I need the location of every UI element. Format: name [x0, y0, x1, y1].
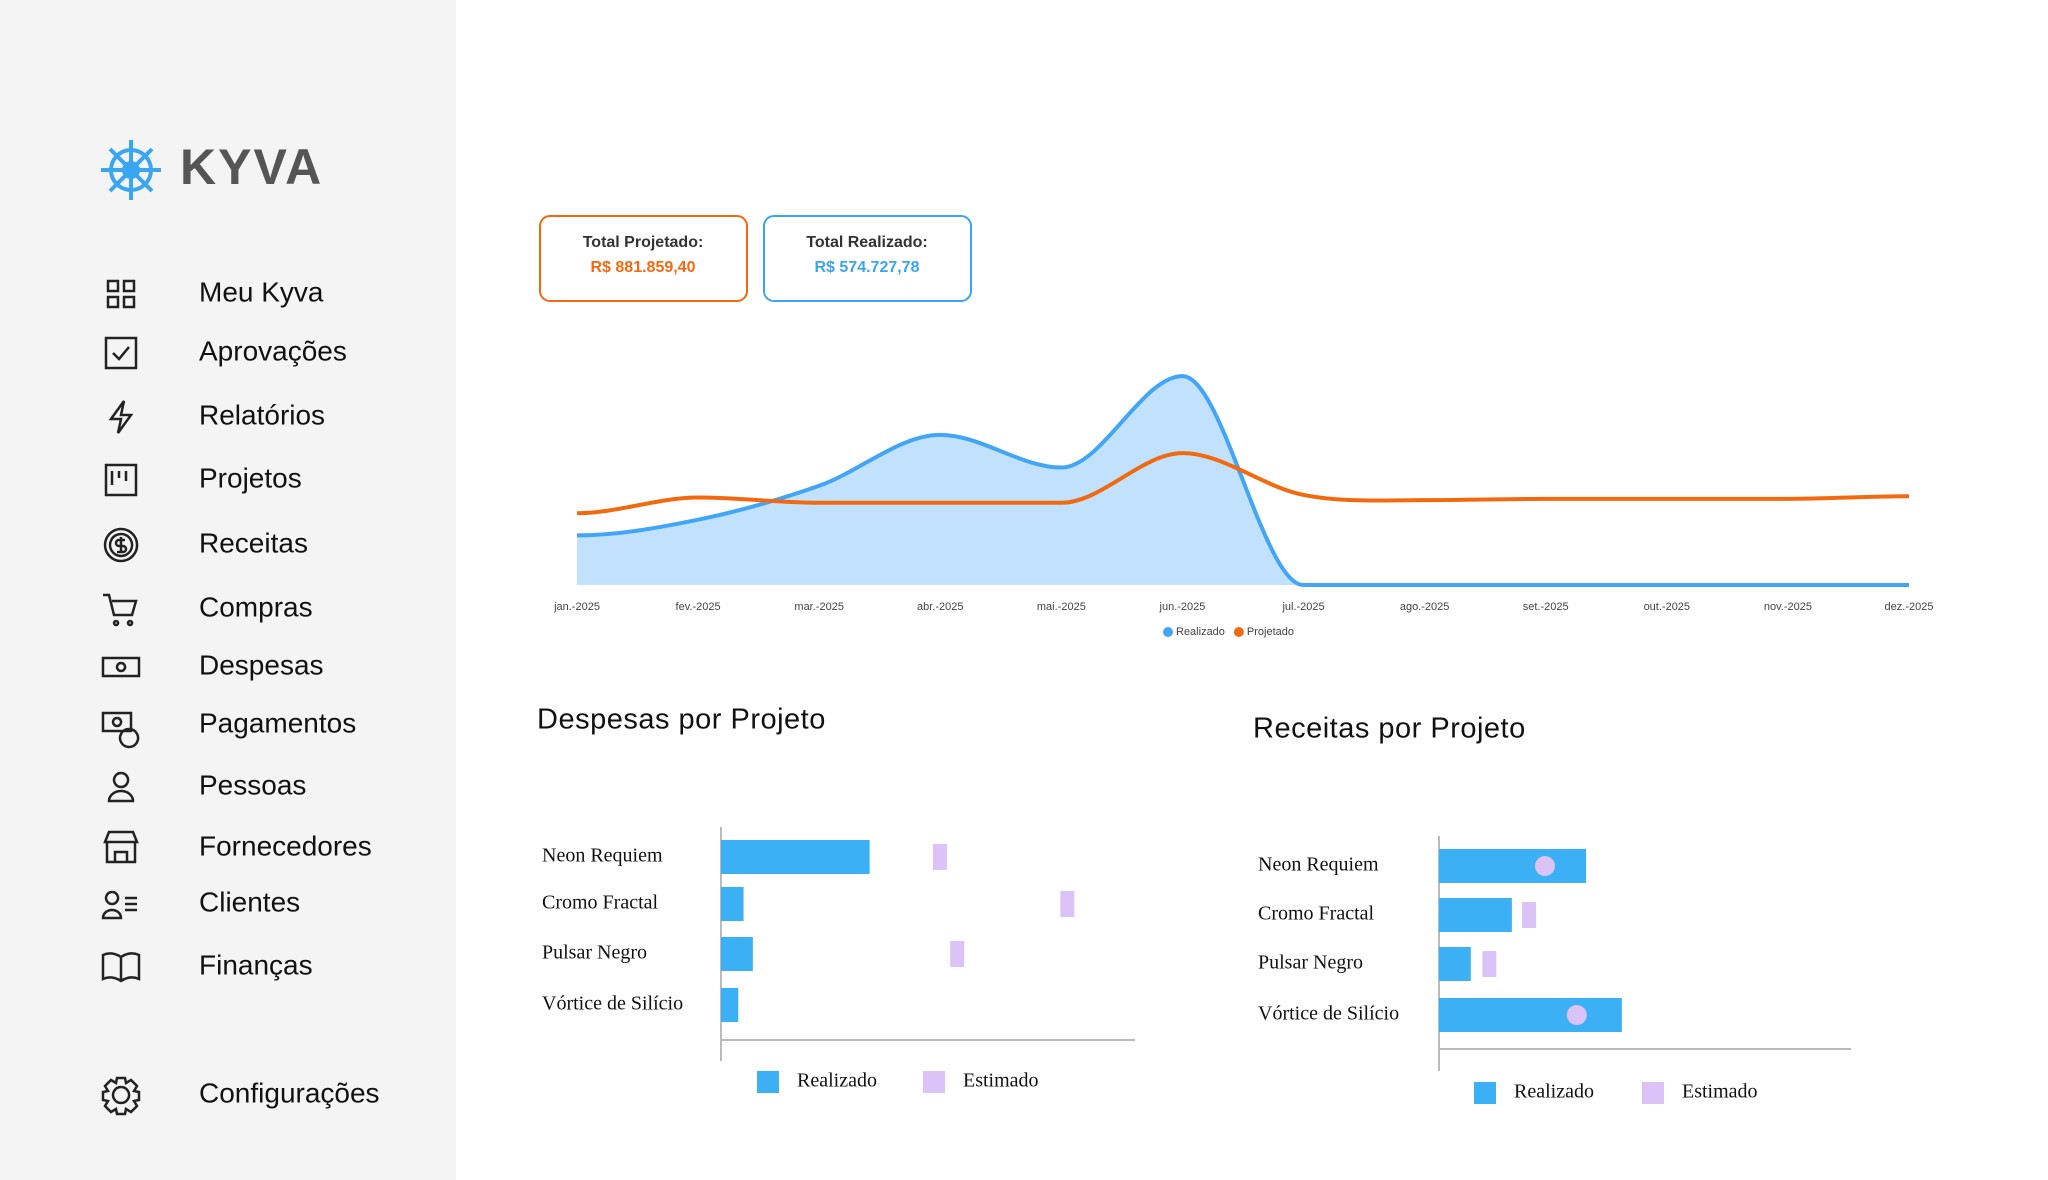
- x-tick-label: dez.-2025: [1885, 601, 1934, 613]
- estimate-marker: [1060, 891, 1075, 917]
- legend-label[interactable]: Realizado: [1176, 626, 1225, 638]
- x-tick-label: jan.-2025: [553, 601, 600, 613]
- estimate-marker: [1566, 1005, 1587, 1025]
- nav: Meu Kyva Aprovações Relatórios Projetos Rece…: [101, 276, 380, 1116]
- legend-swatch: [923, 1071, 945, 1093]
- charts: jan.-2025 fev.-2025 mar.-2025 abr.-2025 mai.…: [537, 374, 1934, 1104]
- nav-icon: [103, 830, 139, 864]
- nav-icon: [101, 656, 141, 678]
- nav-item[interactable]: Despesas: [199, 649, 324, 680]
- x-tick-label: jul.-2025: [1281, 601, 1324, 613]
- nav-icon: [103, 593, 138, 627]
- card-label: Total Realizado:: [806, 234, 928, 251]
- legend-label[interactable]: Realizado: [797, 1070, 877, 1092]
- category-label: Vórtice de Silício: [1258, 1003, 1399, 1025]
- category-label: Cromo Fractal: [1258, 903, 1375, 925]
- legend-swatch: [1642, 1082, 1664, 1104]
- nav-item[interactable]: Receitas: [199, 527, 308, 558]
- nav-item[interactable]: Compras: [199, 591, 313, 622]
- category-label: Neon Requiem: [1258, 854, 1379, 876]
- nav-item[interactable]: Finanças: [199, 949, 313, 980]
- x-tick-label: fev.-2025: [676, 601, 721, 613]
- nav-icon: [107, 771, 135, 803]
- card: [763, 215, 972, 302]
- x-tick-label: nov.-2025: [1764, 601, 1812, 613]
- nav-icon: [104, 463, 138, 497]
- estimate-marker: [1522, 902, 1537, 928]
- legend-label[interactable]: Projetado: [1247, 626, 1294, 638]
- x-tick-label: abr.-2025: [917, 601, 963, 613]
- estimate-marker: [932, 844, 947, 870]
- x-tick-label: mai.-2025: [1037, 601, 1086, 613]
- logo-icon: [101, 140, 161, 200]
- nav-icon: [101, 711, 140, 749]
- area: [577, 376, 1909, 585]
- card-label: Total Projetado:: [583, 234, 704, 251]
- category-label: Neon Requiem: [542, 845, 663, 867]
- nav-icon: [101, 890, 137, 920]
- sidebar: [0, 0, 456, 1180]
- chart-title: Receitas por Projeto: [1253, 713, 1526, 745]
- line: [576, 451, 1910, 516]
- bar: [721, 937, 753, 971]
- nav-icon: [108, 400, 134, 434]
- category-label: Cromo Fractal: [542, 892, 659, 914]
- bar: [1439, 849, 1587, 883]
- estimate-marker: [950, 941, 965, 967]
- chart-title: Despesas por Projeto: [537, 704, 826, 736]
- bar: [721, 840, 870, 874]
- nav-icon: [101, 952, 141, 983]
- brand: KYVA: [180, 139, 323, 195]
- nav-item[interactable]: Fornecedores: [199, 830, 372, 861]
- card-value: R$ 574.727,78: [815, 259, 920, 276]
- legend-label[interactable]: Estimado: [1682, 1081, 1758, 1103]
- legend-swatch: [757, 1071, 779, 1093]
- nav-item[interactable]: Meu Kyva: [199, 276, 324, 307]
- bar: [721, 887, 744, 921]
- category-label: Vórtice de Silício: [542, 993, 683, 1015]
- category-label: Pulsar Negro: [542, 942, 647, 964]
- nav-item[interactable]: Relatórios: [199, 399, 325, 430]
- nav-icon: [104, 336, 138, 370]
- nav-item[interactable]: Pessoas: [199, 769, 306, 800]
- bar: [1439, 998, 1622, 1032]
- nav-item[interactable]: Aprovações: [199, 335, 347, 366]
- nav-item[interactable]: Pagamentos: [199, 707, 356, 738]
- x-tick-label: jun.-2025: [1159, 601, 1206, 613]
- nav-item[interactable]: Clientes: [199, 886, 300, 917]
- x-tick-label: out.-2025: [1644, 601, 1690, 613]
- legend-swatch: [1163, 627, 1173, 637]
- x-tick-label: ago.-2025: [1400, 601, 1450, 613]
- settings-icon: [101, 1076, 141, 1116]
- x-tick-label: set.-2025: [1523, 601, 1569, 613]
- nav-icon: [103, 527, 139, 563]
- legend-label[interactable]: Realizado: [1514, 1081, 1594, 1103]
- estimate-marker: [1482, 951, 1497, 977]
- nav-item[interactable]: Configurações: [199, 1077, 380, 1108]
- category-label: Pulsar Negro: [1258, 952, 1363, 974]
- x-tick-label: mar.-2025: [794, 601, 844, 613]
- summary-cards: Total Projetado: R$ 881.859,40 Total Reali…: [539, 215, 972, 302]
- legend-label[interactable]: Estimado: [963, 1070, 1039, 1092]
- bar: [1439, 947, 1471, 981]
- bar: [721, 988, 739, 1022]
- bar: [1439, 898, 1512, 932]
- estimate-marker: [1534, 856, 1555, 876]
- nav-item[interactable]: Projetos: [199, 462, 302, 493]
- line: [576, 374, 1909, 588]
- legend-swatch: [1474, 1082, 1496, 1104]
- card: [539, 215, 748, 302]
- legend-swatch: [1233, 627, 1244, 637]
- nav-icon: [106, 279, 136, 309]
- card-value: R$ 881.859,40: [591, 259, 696, 276]
